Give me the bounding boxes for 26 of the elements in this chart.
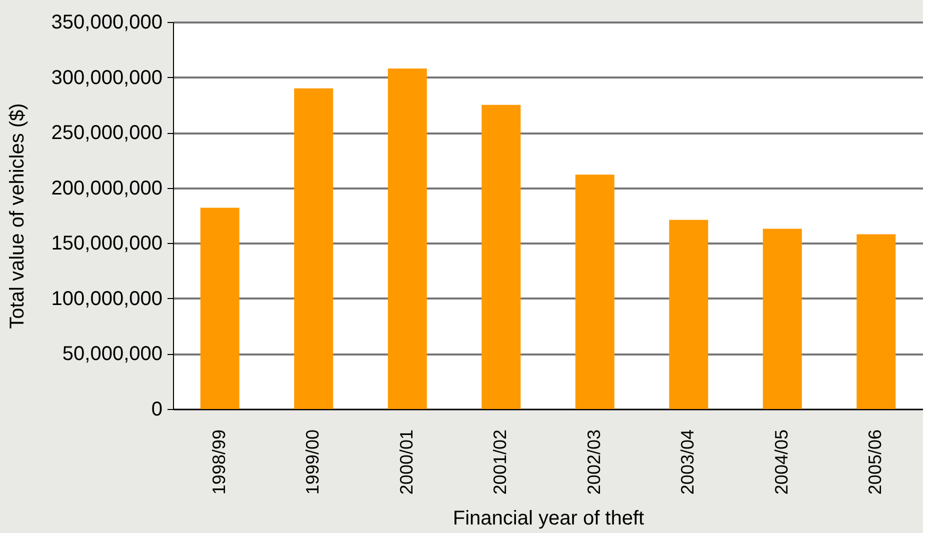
y-tick-label: 350,000,000 xyxy=(51,12,162,34)
bar xyxy=(575,174,614,409)
bar xyxy=(856,234,896,409)
y-tick-label: 250,000,000 xyxy=(51,122,162,144)
bar xyxy=(669,220,708,409)
y-tick-label: 150,000,000 xyxy=(51,232,162,255)
bar xyxy=(200,208,240,409)
y-tick-label: 300,000,000 xyxy=(51,66,162,89)
y-tick-label: 50,000,000 xyxy=(62,343,162,366)
y-tick-label: 100,000,000 xyxy=(51,288,162,310)
bar xyxy=(388,68,427,409)
x-tick-label: 1999/00 xyxy=(302,430,323,495)
y-tick-label: 200,000,000 xyxy=(51,177,162,200)
x-tick-label: 2001/02 xyxy=(490,430,510,495)
x-tick-label: 2003/04 xyxy=(678,430,698,495)
x-tick-label: 2005/06 xyxy=(865,430,886,495)
x-tick-label: 2004/05 xyxy=(771,430,792,495)
y-tick-label: 0 xyxy=(151,398,162,420)
bar xyxy=(482,104,521,409)
y-axis-title: Total value of vehicles ($) xyxy=(6,103,28,329)
bar xyxy=(762,228,802,409)
x-tick-label: 2000/01 xyxy=(396,430,416,495)
x-axis-title: Financial year of theft xyxy=(452,508,645,530)
x-tick-label: 2002/03 xyxy=(584,430,604,495)
bar xyxy=(294,88,334,409)
x-tick-label: 1998/99 xyxy=(208,430,229,495)
